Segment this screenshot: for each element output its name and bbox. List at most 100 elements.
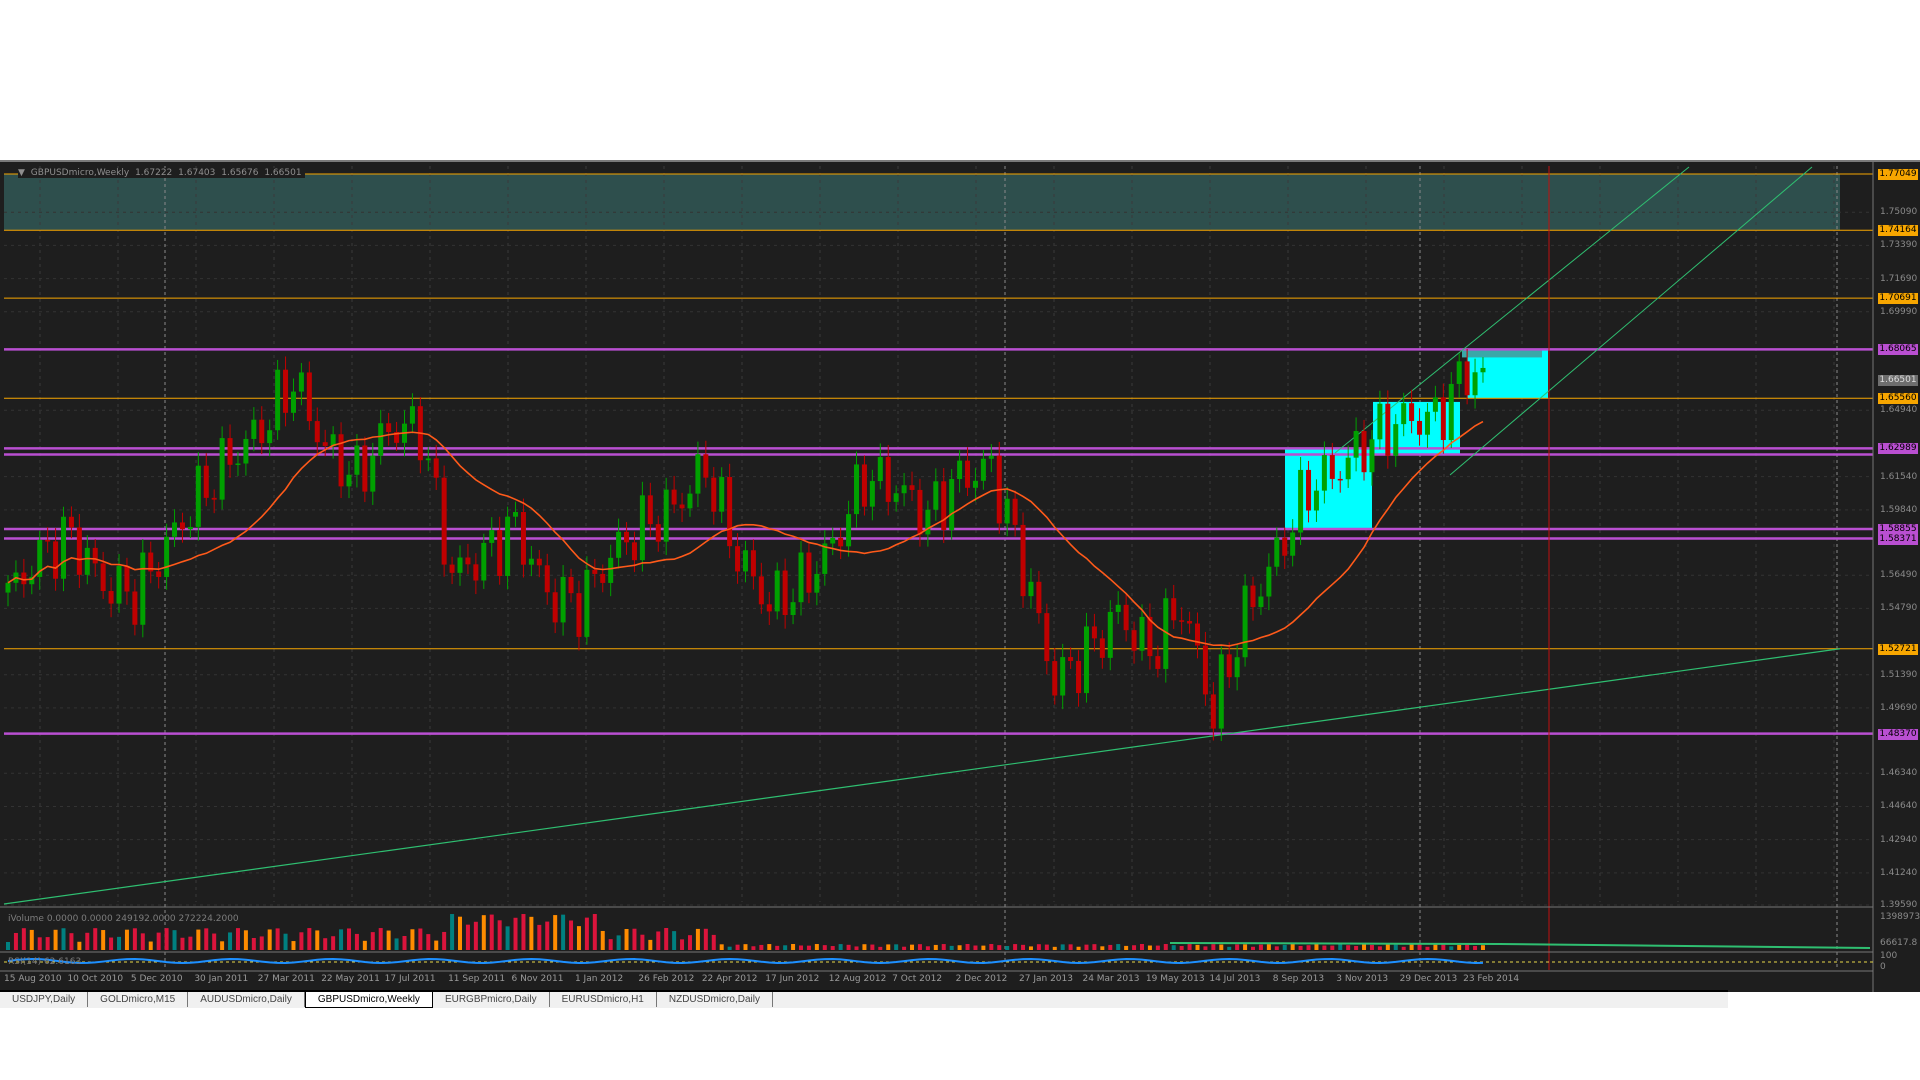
candle: [148, 552, 154, 572]
purple-level-label: 1.58371: [1878, 533, 1918, 545]
volume-bar: [846, 944, 851, 950]
dropdown-triangle-icon[interactable]: ▼: [18, 168, 25, 178]
chart-window[interactable]: ▼ GBPUSDmicro,Weekly 1.67222 1.67403 1.6…: [0, 160, 1920, 992]
candle: [1345, 457, 1351, 480]
rsi-min-tick: 0: [1880, 962, 1886, 972]
candle: [298, 372, 304, 392]
candle: [1076, 660, 1082, 694]
volume-bar: [101, 930, 106, 950]
volume-bar: [164, 928, 169, 950]
candle: [457, 557, 463, 573]
candle: [449, 564, 455, 573]
candle: [869, 481, 875, 507]
tab-nzdusdmicro-daily[interactable]: NZDUSDmicro,Daily: [657, 992, 773, 1007]
tab-audusdmicro-daily[interactable]: AUDUSDmicro,Daily: [188, 992, 305, 1007]
candle: [742, 550, 748, 572]
volume-bar: [61, 928, 66, 950]
tab-usdjpy-daily[interactable]: USDJPY,Daily: [0, 992, 89, 1007]
volume-bar: [1258, 944, 1263, 950]
volume-bar: [331, 936, 336, 950]
volume-bar: [1132, 945, 1137, 950]
candle: [306, 372, 312, 422]
volume-bar: [1417, 944, 1422, 950]
tab-eurgbpmicro-daily[interactable]: EURGBPmicro,Daily: [433, 992, 550, 1007]
volume-bar: [973, 945, 978, 950]
candle: [1218, 654, 1224, 729]
candle: [53, 541, 59, 579]
candle: [1480, 367, 1486, 373]
volume-bar: [933, 944, 938, 950]
volume-bar: [917, 944, 922, 950]
chart-header: ▼ GBPUSDmicro,Weekly 1.67222 1.67403 1.6…: [18, 168, 305, 178]
candle: [1361, 431, 1367, 473]
candle: [877, 457, 883, 482]
candle: [1036, 581, 1042, 614]
candle: [1044, 613, 1050, 662]
candle: [719, 477, 725, 512]
candle: [822, 543, 828, 574]
volume-bar: [291, 941, 296, 950]
candle: [1068, 657, 1074, 661]
candle: [695, 454, 701, 494]
consolidation-box: [1467, 349, 1548, 399]
candle: [116, 565, 122, 604]
candle: [790, 602, 796, 616]
price-chart[interactable]: [0, 162, 1920, 992]
candle: [37, 540, 43, 577]
volume-label: iVolume 0.0000 0.0000 249192.0000 272224…: [8, 914, 239, 924]
volume-bar: [751, 946, 756, 950]
volume-bar: [1433, 944, 1438, 950]
candle: [346, 474, 352, 487]
date-tick: 27 Mar 2011: [257, 974, 315, 984]
candle: [671, 489, 677, 505]
orange-level-label: 1.65560: [1878, 393, 1918, 405]
volume-bar: [949, 945, 954, 950]
candle: [1298, 469, 1304, 533]
candle: [290, 391, 296, 413]
candle: [1385, 403, 1391, 456]
candle: [647, 495, 653, 525]
candle: [639, 495, 645, 561]
volume-bar: [814, 944, 819, 950]
candle: [362, 445, 368, 492]
symbol-label: GBPUSDmicro,Weekly: [30, 168, 130, 178]
purple-level-label: 1.58855: [1878, 524, 1918, 536]
volume-bar: [711, 934, 716, 950]
volume-bar: [1322, 945, 1327, 950]
tab-goldmicro-m15[interactable]: GOLDmicro,M15: [88, 992, 189, 1007]
price-tick: 1.46340: [1880, 768, 1918, 779]
volume-bar: [680, 939, 685, 950]
volume-bar: [1028, 946, 1033, 950]
candle: [251, 419, 257, 439]
volume-bar: [1266, 944, 1271, 950]
volume-bar: [418, 928, 423, 950]
candle: [1091, 626, 1097, 639]
volume-bar: [854, 946, 859, 950]
box-header: [1462, 349, 1542, 358]
volume-bar: [1243, 944, 1248, 950]
candle: [21, 572, 27, 585]
volume-bar: [838, 944, 843, 950]
candle: [68, 516, 74, 528]
tab-gbpusdmicro-weekly[interactable]: GBPUSDmicro,Weekly: [304, 992, 433, 1008]
volume-bar: [1480, 945, 1485, 950]
tab-eurusdmicro-h1[interactable]: EURUSDmicro,H1: [550, 992, 657, 1007]
volume-bar: [1171, 945, 1176, 950]
volume-bar: [1108, 944, 1113, 950]
candle: [5, 582, 11, 593]
date-tick: 29 Dec 2013: [1399, 974, 1458, 984]
volume-bar: [957, 945, 962, 950]
price-tick: 1.54790: [1880, 603, 1918, 614]
volume-bar: [1473, 945, 1478, 950]
purple-level-label: 1.48370: [1878, 728, 1918, 740]
volume-bar: [608, 939, 613, 950]
volume-bar: [1401, 946, 1406, 950]
volume-bar: [735, 944, 740, 950]
candle: [1004, 498, 1010, 524]
candle: [386, 423, 392, 433]
candle: [425, 458, 431, 461]
candle: [243, 438, 249, 464]
volume-bar: [1068, 944, 1073, 950]
volume-bar: [886, 944, 891, 950]
candle: [631, 542, 637, 561]
